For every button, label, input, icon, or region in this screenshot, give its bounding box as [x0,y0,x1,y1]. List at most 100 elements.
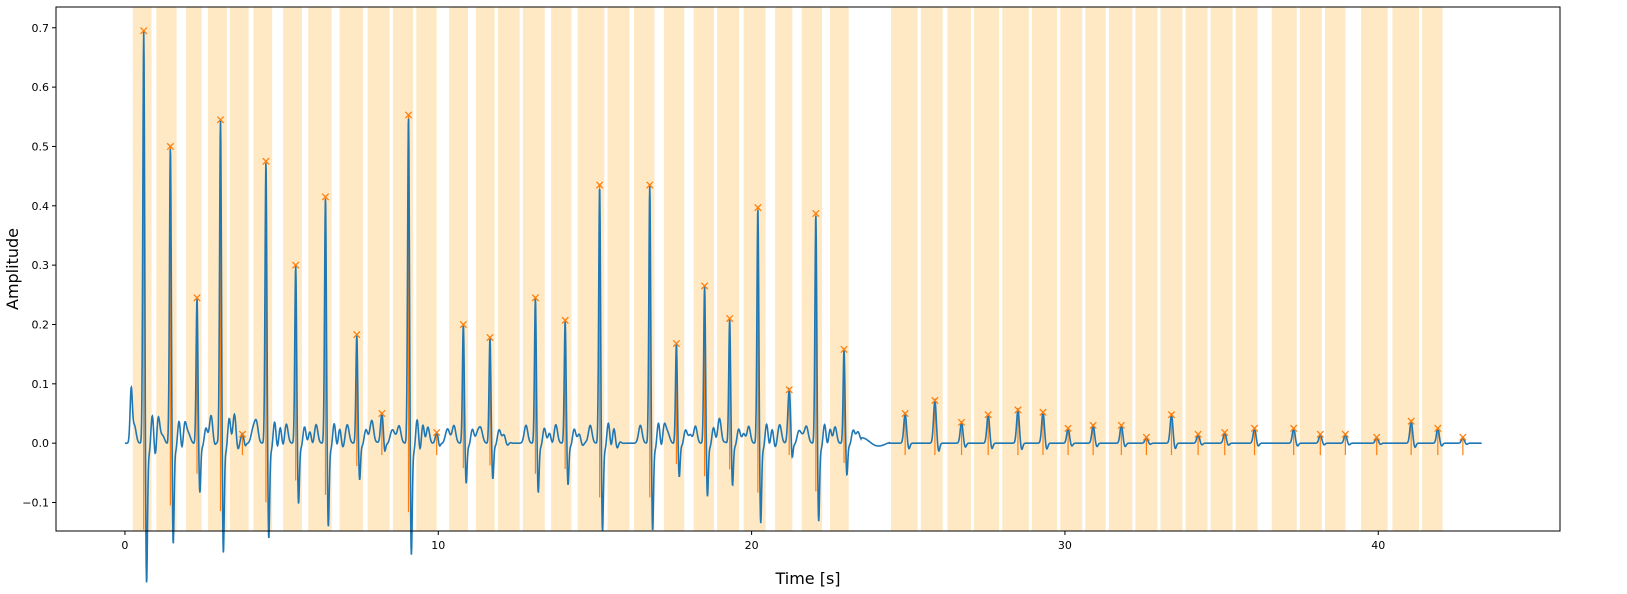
peak-marker [1089,421,1097,430]
peak-marker [262,157,270,165]
peak-marker [216,116,225,124]
highlight-band [1235,7,1258,531]
peak-marker [1459,433,1467,441]
peak-marker [1039,408,1047,416]
peak-marker [700,282,709,290]
highlight-band [1392,7,1419,531]
peak-marker [1221,428,1229,437]
peak-marker [433,428,441,437]
peak-marker [1341,430,1350,438]
y-tick-label: −0.1 [22,497,49,510]
peak-marker [812,209,820,218]
highlight-band [1108,7,1133,531]
y-tick-label: 0.1 [32,378,50,391]
peak-marker [1064,424,1072,432]
peak-marker [1316,430,1324,438]
peak-marker [1373,433,1381,441]
highlight-band [207,7,227,531]
peak-marker [353,330,361,339]
highlight-band [1325,7,1346,531]
peak-marker [726,314,734,323]
highlight-band [1271,7,1297,531]
highlight-band [1361,7,1388,531]
y-tick-label: 0.2 [32,318,50,331]
highlight-band [229,7,249,531]
peak-marker [531,294,540,302]
highlight-band [1002,7,1029,531]
highlight-band [253,7,273,531]
y-axis-ticks: −0.1 0.0 0.1 0.2 0.3 0.4 0.5 0.6 0.7 [22,22,56,510]
peak-marker [378,409,386,418]
y-tick-label: 0.6 [32,81,50,94]
highlight-band [920,7,943,531]
highlight-band [339,7,364,531]
peak-marker [166,142,175,151]
peak-marker [785,386,793,394]
highlight-band [1085,7,1106,531]
highlight-band [663,7,685,531]
highlight-band [1060,7,1083,531]
peak-marker [238,430,247,438]
highlight-band [551,7,572,531]
peak-marker [140,27,148,35]
highlight-band [156,7,177,531]
y-tick-label: 0.7 [32,22,50,35]
peak-marker [646,181,654,189]
highlight-band [607,7,630,531]
highlight-band [1422,7,1443,531]
y-tick-label: 0.5 [32,140,50,153]
x-tick-label: 30 [1058,539,1072,552]
y-tick-label: 0.4 [32,200,50,213]
highlight-band [367,7,390,531]
highlight-band [1032,7,1058,531]
peak-marker [1250,424,1259,432]
peak-marker [1167,411,1176,419]
peak-marker [901,409,909,418]
y-tick-label: 0.3 [32,259,50,272]
highlight-band [1185,7,1208,531]
peak-marker [561,316,569,324]
highlight-band [801,7,823,531]
peak-marker [1290,424,1298,432]
y-axis-label: Amplitude [3,228,22,310]
peak-marker [1142,433,1151,441]
highlight-band [1210,7,1233,531]
peak-marker [459,320,467,329]
plot-frame [55,6,1561,532]
highlight-band [283,7,302,531]
highlight-band [1299,7,1322,531]
peak-marker [840,345,848,354]
highlight-band [1135,7,1158,531]
peak-marker [957,418,966,427]
signal-line [124,31,1482,583]
highlight-band [497,7,520,531]
peak-marker [1434,424,1442,432]
peak-marker [984,411,992,419]
peak-marker [1014,406,1022,414]
x-axis-label: Time [s] [774,569,840,588]
highlight-bands [132,7,1443,531]
peak-marker [754,203,762,212]
peak-marker [193,294,201,302]
y-tick-label: 0.0 [32,437,50,450]
peak-marker [486,333,494,342]
x-axis-ticks: 0 10 20 30 40 [121,531,1385,552]
x-tick-label: 40 [1371,539,1385,552]
x-tick-label: 0 [121,539,128,552]
peak-marker [404,111,413,119]
highlight-band [974,7,1000,531]
peak-marker [595,181,604,189]
highlight-band [891,7,918,531]
highlight-band [308,7,332,531]
highlight-band [1160,7,1183,531]
peak-marker [1117,421,1125,430]
highlight-band [947,7,971,531]
highlight-band [416,7,437,531]
x-tick-label: 20 [745,539,759,552]
peak-marker [672,339,681,348]
highlight-band [717,7,740,531]
highlight-band [693,7,714,531]
peak-marker [931,396,939,405]
peak-marker [321,193,330,201]
